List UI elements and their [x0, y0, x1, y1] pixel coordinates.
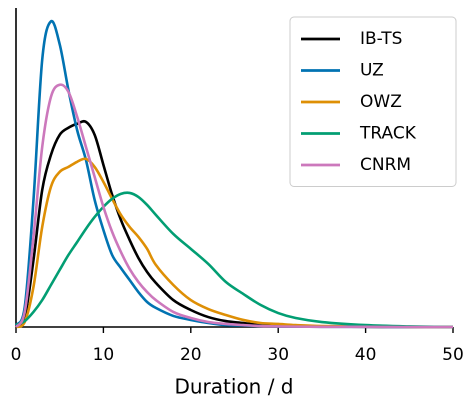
x-tick-label: 30 [267, 345, 289, 365]
legend-label: TRACK [359, 124, 417, 144]
density-line [14, 83, 454, 329]
x-tick-label: 40 [355, 345, 377, 365]
legend-box [289, 16, 457, 187]
density-line [15, 157, 454, 329]
legend-label: IB-TS [360, 29, 402, 49]
legend-label: CNRM [360, 155, 411, 175]
legend-label: UZ [360, 61, 384, 81]
x-tick-label: 10 [93, 345, 115, 365]
x-tick-label: 20 [180, 345, 202, 365]
density-line [15, 191, 454, 329]
legend-label: OWZ [360, 92, 402, 112]
x-tick-label: 0 [11, 345, 22, 365]
x-axis-label: Duration / d [174, 375, 293, 399]
x-tick-label: 50 [442, 345, 464, 365]
